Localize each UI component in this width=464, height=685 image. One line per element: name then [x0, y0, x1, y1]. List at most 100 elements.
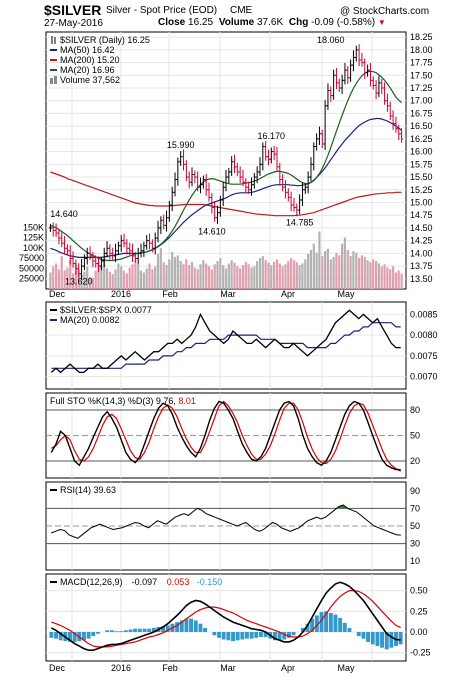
price-axis-tick-label: 18.25	[410, 32, 433, 42]
macd-histogram-bar	[259, 632, 263, 637]
macd-histogram-bar	[347, 627, 352, 632]
price-axis-tick-label: 14.75	[410, 210, 433, 220]
volume-bar	[227, 263, 230, 289]
volume-icon	[50, 78, 53, 84]
stochastic-k-line	[50, 400, 401, 471]
price-annotation: 18.060	[317, 35, 345, 45]
x-axis-label: Mar	[220, 289, 236, 299]
volume-bar	[400, 273, 403, 289]
macd-histogram-bar	[142, 628, 147, 632]
x-axis-label: 2016	[111, 289, 131, 299]
volume-bar	[49, 272, 52, 289]
volume-bar	[386, 267, 389, 289]
legend-label: $SILVER (Daily) 16.25	[60, 35, 150, 45]
volume-bar	[156, 254, 160, 289]
volume-bar	[55, 263, 58, 289]
volume-value: 37.6K	[257, 17, 284, 28]
volume-bar	[239, 268, 242, 289]
volume-bar	[142, 272, 145, 289]
watermark: @ StockCharts.com	[340, 6, 430, 17]
price-axis-tick-label: 15.50	[410, 172, 433, 182]
macd-histogram-bar	[366, 632, 370, 642]
macd-histogram-bar	[249, 632, 254, 639]
volume-bar	[360, 255, 363, 289]
price-axis-tick-label: 17.25	[410, 83, 433, 93]
x-axis-label: Mar	[220, 663, 236, 673]
volume-bar	[338, 255, 341, 289]
volume-bar	[176, 255, 179, 289]
volume-label: Volume	[218, 17, 255, 28]
volume-bar	[94, 270, 97, 289]
close-value: 16.25	[188, 17, 214, 28]
volume-bar	[199, 264, 202, 289]
legend-label: MA(200) 15.20	[60, 55, 120, 65]
macd-histogram-bar	[151, 627, 156, 632]
volume-bar	[125, 273, 128, 289]
macd-signal-line	[51, 590, 401, 648]
macd-histogram-bar	[123, 630, 128, 632]
macd-histogram-bar	[384, 632, 389, 650]
volume-bar	[335, 252, 338, 289]
macd-histogram-bar	[110, 630, 114, 632]
volume-bar	[326, 248, 329, 289]
volume-bar	[250, 267, 253, 289]
macd-histogram-bar	[137, 628, 142, 632]
macd-histogram-bar	[245, 632, 249, 639]
price-axis-tick-label: 17.00	[410, 96, 433, 106]
volume-axis-tick-label: 100K	[23, 243, 44, 253]
volume-bar	[389, 269, 392, 289]
macd-histogram-bar	[184, 618, 189, 632]
stochastic-axis-tick-label: 80	[410, 405, 420, 415]
macd-histogram-bar	[277, 632, 282, 641]
volume-bar	[309, 249, 312, 289]
volume-bar	[375, 261, 378, 289]
volume-bar	[278, 263, 281, 289]
volume-bar	[66, 267, 69, 289]
x-axis-label: Apr	[281, 289, 295, 299]
volume-bar	[219, 258, 222, 289]
volume-bar	[298, 265, 301, 289]
volume-bar	[318, 231, 321, 289]
macd-histogram-bar	[203, 627, 207, 632]
volume-bar	[108, 271, 111, 289]
price-axis-tick-label: 14.25	[410, 236, 433, 246]
volume-axis-tick-label: 50000	[19, 263, 44, 273]
volume-bar	[258, 258, 262, 289]
macd-histogram-bar	[86, 632, 91, 639]
volume-bar	[131, 264, 134, 289]
chg-label: Chg	[288, 17, 309, 28]
macd-histogram-bar	[291, 632, 296, 636]
macd-legend-label: MACD(12,26,9)	[60, 577, 123, 587]
volume-bar	[145, 268, 148, 289]
volume-bar	[256, 261, 259, 289]
macd-histogram-bar	[217, 632, 221, 638]
macd-histogram-bar	[133, 628, 138, 632]
volume-bar	[128, 267, 131, 289]
volume-bar	[57, 269, 60, 289]
price-axis-tick-label: 13.50	[410, 274, 433, 284]
legend-label: MA(50) 16.42	[60, 45, 115, 55]
volume-bar	[321, 256, 324, 289]
macd-histogram-bar	[342, 622, 347, 632]
x-axis-label: Dec	[49, 289, 66, 299]
macd-histogram-bar	[54, 632, 58, 639]
macd-histogram-bar	[273, 632, 277, 641]
volume-bar	[134, 260, 137, 289]
volume-bar	[224, 268, 228, 289]
macd-histogram-bar	[361, 632, 366, 639]
volume-icon	[54, 76, 57, 84]
macd-histogram-bar	[235, 632, 240, 641]
legend-label: $SILVER:$SPX 0.0077	[60, 305, 152, 315]
volume-bar	[202, 260, 205, 289]
volume-bar	[83, 271, 86, 289]
volume-bar	[253, 266, 256, 289]
volume-bar	[207, 266, 211, 289]
volume-bar	[154, 266, 157, 289]
x-axis-label: May	[337, 663, 355, 673]
macd-histogram-bar	[198, 623, 203, 632]
volume-bar	[162, 262, 165, 289]
macd-histogram-bar	[287, 632, 291, 638]
volume-bar	[63, 270, 66, 289]
x-axis-label: Feb	[162, 289, 178, 299]
